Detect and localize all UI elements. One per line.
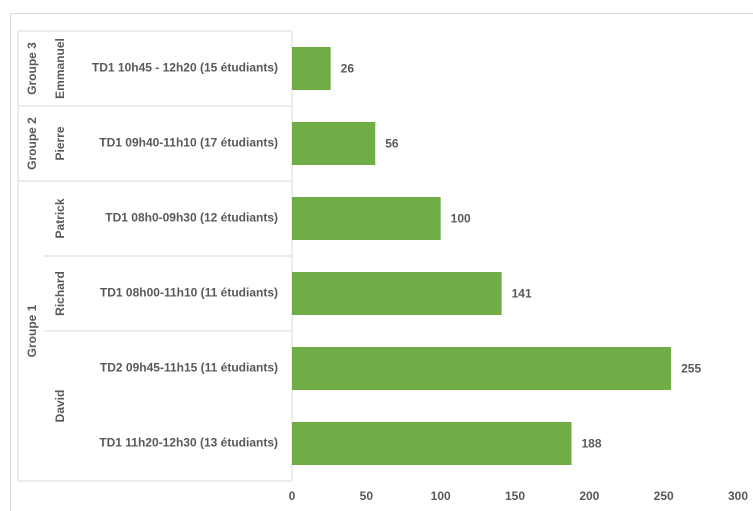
data-label: 26	[341, 62, 355, 76]
category-label: TD1 09h40-11h10 (17 étudiants)	[99, 136, 278, 150]
category-label: TD1 10h45 - 12h20 (15 étudiants)	[92, 61, 278, 75]
x-tick-label: 0	[289, 489, 296, 503]
teacher-label: Patrick	[53, 198, 67, 238]
bar	[292, 47, 331, 90]
bar	[292, 422, 571, 465]
group-label: Groupe 1	[25, 304, 39, 357]
data-label: 141	[512, 287, 532, 301]
teacher-label: Pierre	[53, 126, 67, 160]
category-label: TD2 09h45-11h15 (11 étudiants)	[100, 361, 278, 375]
teacher-label: Richard	[53, 271, 67, 316]
data-label: 255	[681, 362, 701, 376]
x-tick-label: 200	[579, 489, 599, 503]
bar	[292, 197, 441, 240]
data-label: 100	[451, 212, 471, 226]
bar	[292, 122, 375, 165]
data-label: 188	[581, 437, 601, 451]
x-tick-label: 100	[431, 489, 451, 503]
group-label: Groupe 2	[25, 117, 39, 170]
x-tick-label: 50	[360, 489, 374, 503]
group-label: Groupe 3	[25, 42, 39, 95]
bar	[292, 347, 671, 390]
x-tick-label: 150	[505, 489, 525, 503]
x-tick-label: 250	[654, 489, 674, 503]
data-label: 56	[385, 137, 399, 151]
teacher-label: Emmanuel	[53, 38, 67, 99]
category-label: TD1 11h20-12h30 (13 étudiants)	[99, 436, 278, 450]
bar	[292, 272, 502, 315]
x-tick-label: 300	[728, 489, 748, 503]
category-label: TD1 08h00-11h10 (11 étudiants)	[100, 286, 278, 300]
teacher-label: David	[53, 390, 67, 423]
category-label: TD1 08h0-09h30 (12 étudiants)	[105, 211, 278, 225]
